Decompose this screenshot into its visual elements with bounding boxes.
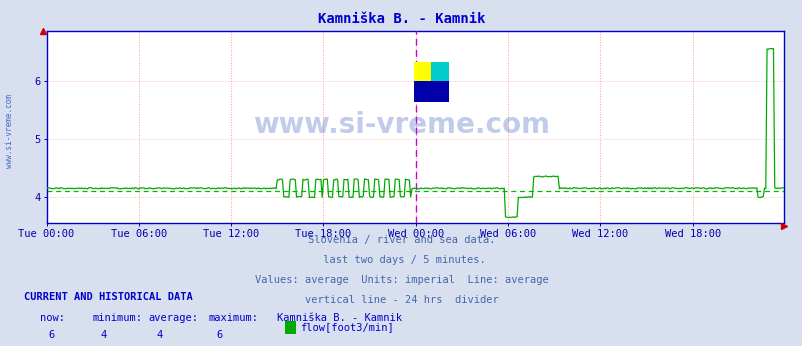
- Text: now:: now:: [40, 313, 65, 323]
- Text: flow[foot3/min]: flow[foot3/min]: [299, 322, 393, 332]
- Text: Slovenia / river and sea data.: Slovenia / river and sea data.: [307, 235, 495, 245]
- Text: 6: 6: [48, 330, 55, 340]
- Text: Kamniška B. - Kamnik: Kamniška B. - Kamnik: [318, 12, 484, 26]
- Text: vertical line - 24 hrs  divider: vertical line - 24 hrs divider: [304, 295, 498, 306]
- Text: www.si-vreme.com: www.si-vreme.com: [5, 94, 14, 169]
- Text: Values: average  Units: imperial  Line: average: Values: average Units: imperial Line: av…: [254, 275, 548, 285]
- Text: 4: 4: [100, 330, 107, 340]
- Text: 6: 6: [217, 330, 223, 340]
- Text: CURRENT AND HISTORICAL DATA: CURRENT AND HISTORICAL DATA: [24, 292, 192, 302]
- Text: average:: average:: [148, 313, 198, 323]
- Text: maximum:: maximum:: [209, 313, 258, 323]
- Text: minimum:: minimum:: [92, 313, 142, 323]
- Text: www.si-vreme.com: www.si-vreme.com: [253, 111, 549, 138]
- Text: last two days / 5 minutes.: last two days / 5 minutes.: [317, 255, 485, 265]
- Text: Kamniška B. - Kamnik: Kamniška B. - Kamnik: [277, 313, 402, 323]
- Text: 4: 4: [156, 330, 163, 340]
